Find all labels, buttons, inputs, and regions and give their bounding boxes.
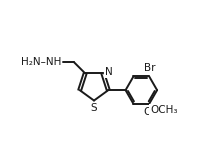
Text: H₂N–NH: H₂N–NH — [21, 57, 61, 67]
Text: O: O — [143, 106, 151, 117]
Text: CH₃: CH₃ — [157, 106, 177, 117]
Text: OCH₃: OCH₃ — [150, 105, 177, 115]
Text: Br: Br — [144, 63, 156, 73]
Text: S: S — [91, 103, 97, 113]
Text: N: N — [105, 67, 112, 77]
